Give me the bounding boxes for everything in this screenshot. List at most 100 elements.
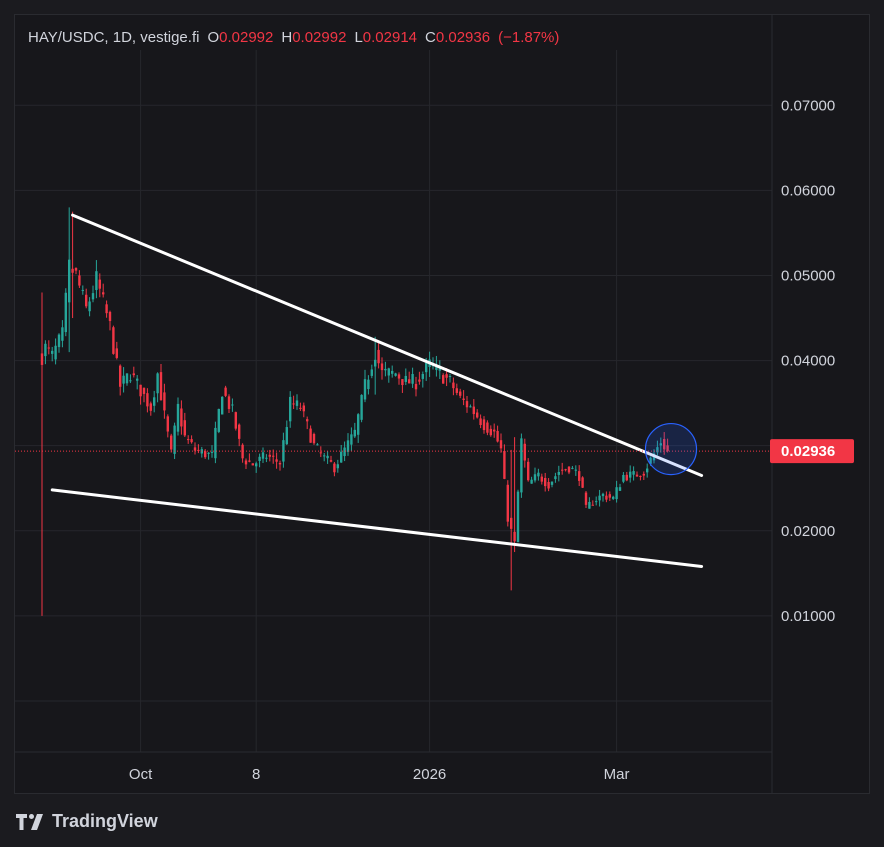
candle-body — [251, 463, 254, 466]
candle-body — [482, 419, 486, 431]
candle-body — [51, 350, 54, 354]
candle-body — [448, 376, 452, 378]
x-tick-label: 8 — [252, 766, 260, 783]
candle-body — [142, 387, 146, 394]
candle-body — [523, 443, 526, 461]
candle-body — [377, 349, 380, 364]
candle-body — [394, 373, 397, 376]
last-price-label: 0.02936 — [770, 439, 854, 464]
candle-body — [387, 368, 390, 376]
y-tick-label: 0.04000 — [781, 353, 835, 370]
candle-body — [244, 460, 248, 465]
candle-body — [105, 304, 108, 314]
candle-body — [367, 379, 370, 390]
candle-body — [489, 428, 492, 436]
y-tick-label: 0.05000 — [781, 267, 835, 284]
candle-body — [119, 365, 122, 387]
candle-body — [567, 466, 571, 473]
candle-body — [513, 531, 516, 542]
candle-body — [601, 493, 605, 497]
candle-body — [40, 353, 44, 365]
candle-body — [506, 484, 509, 522]
candle-body — [591, 504, 594, 506]
y-tick-label: 0.06000 — [781, 182, 835, 199]
candle-body — [404, 375, 407, 382]
candle-body — [71, 268, 74, 273]
tradingview-wordmark: TradingView — [52, 811, 158, 831]
candle-body — [465, 401, 469, 408]
candle-body — [210, 451, 214, 453]
candle-body — [625, 474, 628, 481]
candle-body — [425, 362, 428, 373]
candle-body — [561, 469, 564, 471]
candle-body — [642, 473, 645, 476]
candle-body — [193, 447, 197, 451]
candle-body — [493, 429, 496, 432]
candle-body — [95, 271, 98, 291]
candle-body — [646, 468, 649, 473]
candle-body — [217, 408, 220, 432]
candle-body — [81, 289, 84, 291]
candle-body — [170, 435, 173, 450]
candle-body — [533, 474, 537, 481]
candle-body — [166, 416, 169, 432]
candle-body — [47, 347, 50, 349]
candle-body — [469, 406, 472, 408]
candle-body — [272, 455, 275, 457]
symbol-label[interactable]: HAY/USDC, 1D, vestige.fi — [28, 29, 200, 46]
price-axis[interactable]: 0.07000 0.06000 0.05000 0.04000 0.02000 0.010… — [781, 97, 835, 625]
candle-body — [319, 452, 322, 454]
candle-body — [581, 477, 584, 488]
candle-body — [187, 439, 190, 441]
candle-body — [380, 363, 384, 371]
low-value: 0.02914 — [362, 29, 418, 46]
candle-body — [190, 439, 193, 443]
candle-body — [663, 439, 666, 450]
candle-body — [268, 454, 271, 457]
trendline-upper[interactable] — [71, 213, 704, 477]
trendlines — [50, 213, 704, 569]
candle-body — [224, 387, 227, 396]
candle-body — [275, 459, 278, 462]
candle-body — [353, 429, 356, 437]
candle-body — [574, 469, 577, 471]
tradingview-branding[interactable]: TradingView — [16, 811, 158, 832]
candle-body — [547, 481, 550, 489]
candle-body — [136, 378, 139, 381]
candle-body — [499, 440, 503, 449]
candle-body — [408, 379, 411, 384]
time-axis[interactable]: Oct 8 2026 Mar — [129, 766, 630, 783]
candle-body — [452, 382, 455, 389]
candle-body — [44, 343, 47, 357]
candle-body — [197, 449, 200, 451]
candle-body — [472, 406, 475, 415]
candle-body — [605, 495, 608, 500]
candle-body — [401, 379, 404, 386]
candle-body — [323, 455, 326, 457]
candle-body — [360, 394, 363, 420]
candle-body — [649, 457, 652, 464]
last-price-badge — [770, 439, 854, 464]
candle-body — [391, 370, 394, 374]
candle-body — [414, 383, 418, 390]
candle-body — [635, 474, 639, 477]
candle-body — [78, 275, 81, 286]
candle-body — [397, 374, 401, 379]
candle-body — [54, 345, 57, 360]
low-label: L — [354, 29, 363, 46]
candle-body — [91, 293, 95, 300]
candle-body — [326, 455, 329, 459]
x-tick-label: Mar — [604, 766, 630, 783]
candle-body — [639, 475, 642, 477]
candle-body — [278, 463, 282, 465]
high-label: H — [281, 29, 293, 46]
candle-body — [306, 419, 309, 422]
candle-body — [309, 428, 312, 443]
trendline-lower[interactable] — [50, 488, 704, 569]
candle-body — [612, 496, 615, 499]
y-tick-label: 0.01000 — [781, 608, 835, 625]
candle-body — [340, 451, 343, 463]
close-value: 0.02936 — [435, 29, 491, 46]
candle-body — [112, 327, 115, 354]
